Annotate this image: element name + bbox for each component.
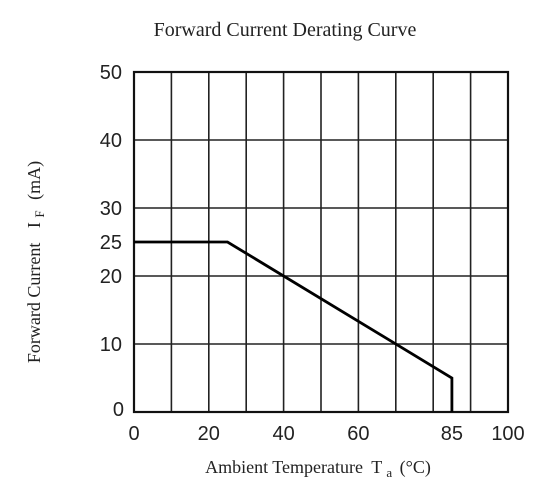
x-axis-label: Ambient Temperature T a (°C) xyxy=(205,457,431,481)
y-axis-label: Forward Current I F (mA) xyxy=(24,161,48,363)
x-tick-label: 60 xyxy=(347,423,369,445)
y-tick-label: 25 xyxy=(100,232,122,254)
x-tick-label: 20 xyxy=(198,423,220,445)
y-tick-label: 50 xyxy=(100,62,122,84)
y-axis-symbol: I xyxy=(24,222,44,228)
chart-title: Forward Current Derating Curve xyxy=(154,19,417,41)
y-tick-label: 30 xyxy=(100,198,122,220)
y-tick-label: 0 xyxy=(113,399,124,421)
y-axis-label-text: Forward Current xyxy=(24,243,44,363)
y-tick-label: 10 xyxy=(100,334,122,356)
x-axis-symbol: T xyxy=(371,457,382,477)
y-axis-unit: (mA) xyxy=(24,161,45,200)
series-line xyxy=(134,240,454,412)
x-axis-subscript: a xyxy=(386,465,392,480)
y-tick-label: 40 xyxy=(100,130,122,152)
y-tick-labels: 0 10 20 25 30 40 50 xyxy=(100,62,124,421)
y-tick-label: 20 xyxy=(100,266,122,288)
y-axis-subscript: F xyxy=(32,210,47,217)
x-tick-label: 100 xyxy=(491,423,524,445)
x-tick-label: 40 xyxy=(272,423,294,445)
x-axis-label-text: Ambient Temperature xyxy=(205,457,363,477)
x-tick-label: 0 xyxy=(128,423,139,445)
series-layer xyxy=(134,240,454,412)
x-axis-unit: (°C) xyxy=(400,457,431,478)
x-tick-labels: 0 20 40 60 85 100 xyxy=(128,423,524,445)
x-tick-label: 85 xyxy=(441,423,463,445)
